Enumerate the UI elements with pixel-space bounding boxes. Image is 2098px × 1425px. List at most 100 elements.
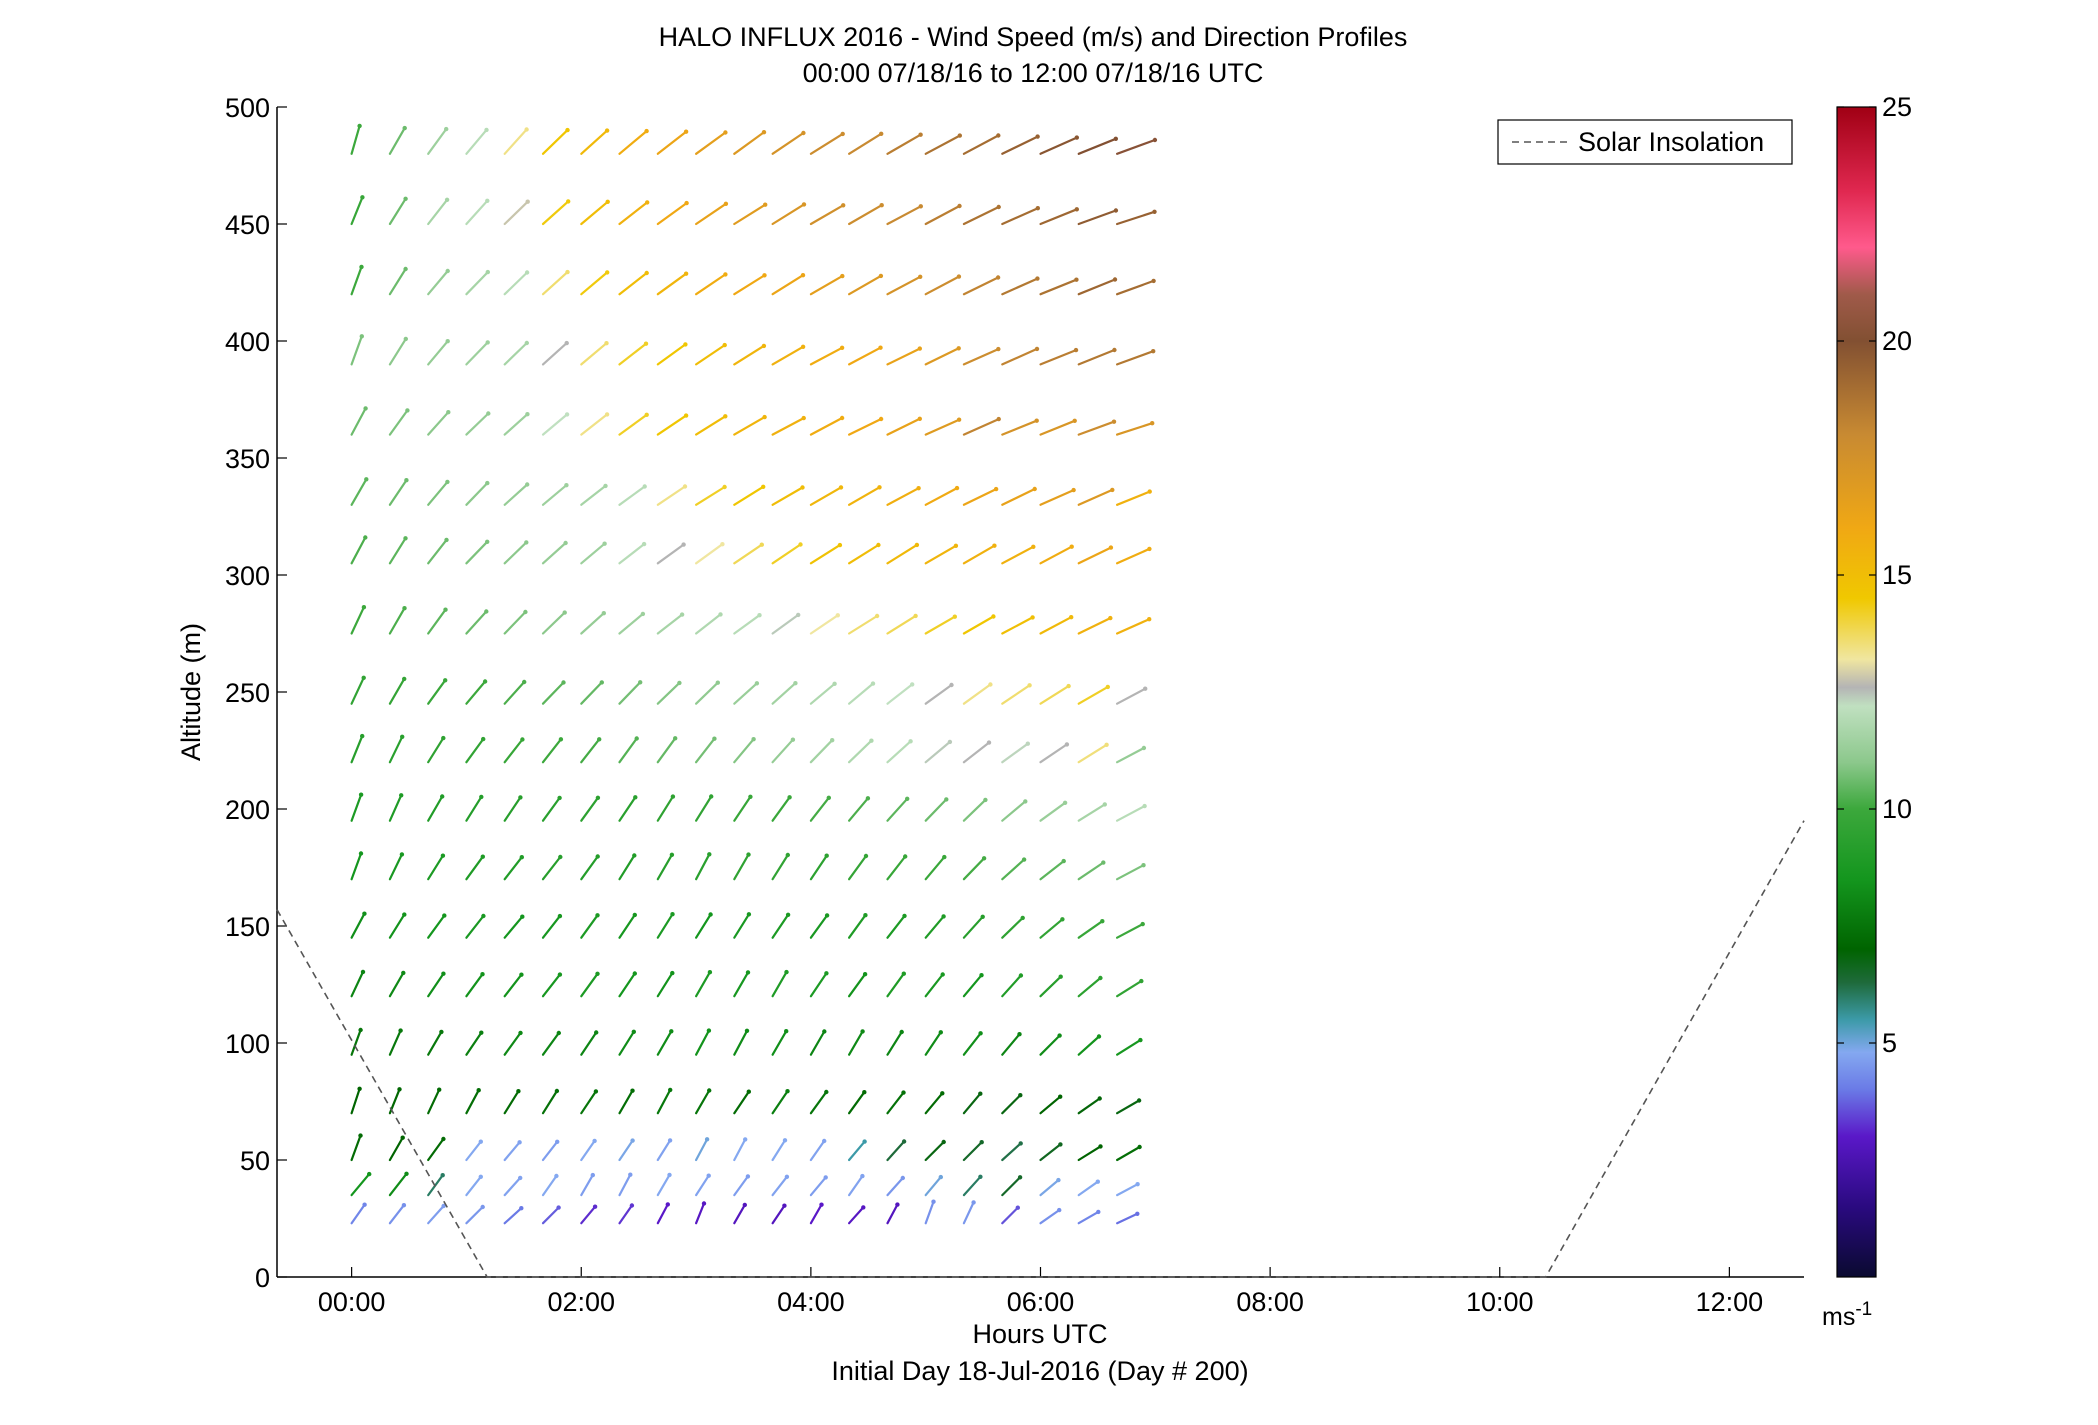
wind-vector bbox=[733, 1175, 750, 1197]
wind-vector bbox=[694, 1174, 710, 1197]
wind-vector bbox=[1039, 545, 1073, 565]
wind-vector bbox=[1115, 618, 1151, 635]
wind-vector-head bbox=[715, 680, 720, 685]
wind-vector bbox=[847, 417, 883, 436]
wind-vector-head bbox=[822, 1029, 827, 1034]
colorbar-tick-label: 5 bbox=[1882, 1028, 1897, 1058]
wind-vector bbox=[656, 795, 675, 822]
wind-vector-head bbox=[1135, 1182, 1140, 1187]
wind-vector bbox=[771, 131, 805, 155]
wind-vector-head bbox=[707, 1088, 712, 1093]
wind-vector-head bbox=[556, 1030, 561, 1036]
wind-vector bbox=[1115, 350, 1155, 366]
wind-vector bbox=[886, 972, 905, 998]
wind-vector-head bbox=[480, 972, 485, 977]
wind-vector bbox=[924, 615, 956, 635]
wind-vector-head bbox=[876, 542, 881, 548]
wind-vector bbox=[1039, 801, 1067, 822]
wind-vector-head bbox=[599, 680, 604, 685]
wind-vector bbox=[694, 853, 711, 881]
wind-vector-head bbox=[941, 914, 946, 919]
wind-vector bbox=[656, 343, 687, 366]
wind-vector-head bbox=[954, 485, 960, 491]
wind-vector-head bbox=[359, 334, 364, 339]
wind-vector-head bbox=[557, 913, 563, 919]
colorbar-unit: ms bbox=[1822, 1303, 1855, 1331]
wind-vector bbox=[427, 480, 449, 506]
wind-vector-head bbox=[1020, 915, 1025, 921]
wind-vector bbox=[1039, 489, 1075, 506]
wind-vector bbox=[618, 1030, 635, 1056]
wind-vector-head bbox=[723, 201, 729, 206]
wind-vector bbox=[886, 417, 921, 436]
wind-vector bbox=[656, 272, 688, 296]
wind-vector bbox=[465, 1031, 483, 1056]
wind-vector bbox=[503, 796, 522, 822]
wind-vector bbox=[1039, 859, 1065, 881]
wind-vector-head bbox=[971, 1200, 976, 1205]
wind-vector bbox=[924, 275, 961, 296]
wind-vector-head bbox=[1142, 803, 1147, 809]
legend-box bbox=[1497, 119, 1793, 165]
wind-vector bbox=[388, 1136, 404, 1162]
wind-vector bbox=[771, 682, 797, 705]
wind-vector bbox=[886, 275, 922, 296]
wind-vector bbox=[656, 913, 674, 939]
wind-vector-head bbox=[800, 273, 806, 278]
wind-vector-head bbox=[900, 1175, 905, 1181]
wind-vector bbox=[503, 128, 528, 155]
wind-vector-head bbox=[404, 478, 409, 483]
wind-vector bbox=[1115, 1183, 1139, 1197]
wind-vector-head bbox=[782, 1203, 787, 1208]
wind-vector bbox=[1001, 974, 1023, 998]
wind-vector bbox=[1001, 616, 1034, 635]
wind-vector bbox=[656, 971, 674, 998]
wind-vector-head bbox=[1140, 921, 1145, 927]
wind-vector-head bbox=[914, 542, 920, 548]
wind-vector-head bbox=[1060, 917, 1065, 922]
wind-vector bbox=[465, 1089, 480, 1115]
wind-vector bbox=[427, 1088, 441, 1115]
x-tick-label: 10:00 bbox=[1466, 1287, 1534, 1317]
wind-vector-head bbox=[524, 127, 529, 132]
wind-vector-head bbox=[628, 1172, 633, 1177]
chart-title: HALO INFLUX 2016 - Wind Speed (m/s) and … bbox=[659, 22, 1408, 52]
wind-vector-head bbox=[1034, 418, 1039, 423]
wind-vector bbox=[656, 1203, 669, 1225]
y-tick-label: 500 bbox=[225, 93, 270, 123]
wind-vector-head bbox=[1137, 1144, 1142, 1150]
wind-vector-head bbox=[592, 1204, 598, 1209]
wind-vector bbox=[541, 738, 563, 764]
x-tick-label: 08:00 bbox=[1236, 1287, 1304, 1317]
wind-vector bbox=[1001, 916, 1024, 939]
wind-vector bbox=[656, 1173, 671, 1197]
wind-vector bbox=[580, 612, 605, 635]
wind-vector bbox=[465, 412, 490, 436]
wind-vector-head bbox=[860, 1173, 865, 1179]
wind-vector bbox=[503, 341, 528, 366]
wind-vector bbox=[694, 131, 727, 155]
wind-vector-head bbox=[942, 854, 947, 860]
wind-vector bbox=[388, 537, 407, 565]
wind-vector bbox=[847, 614, 879, 635]
wind-vector-head bbox=[1058, 974, 1063, 979]
wind-vector-head bbox=[590, 1172, 595, 1178]
wind-vector-head bbox=[787, 795, 792, 800]
wind-vector-head bbox=[1152, 137, 1158, 143]
wind-vector-head bbox=[1105, 684, 1111, 690]
wind-vector-head bbox=[832, 681, 837, 686]
wind-vector bbox=[427, 411, 450, 436]
wind-vector bbox=[618, 130, 648, 155]
wind-vector-head bbox=[524, 270, 530, 275]
wind-vector-head bbox=[824, 1089, 829, 1095]
wind-vector-head bbox=[403, 336, 408, 342]
wind-vector bbox=[541, 342, 568, 366]
wind-vector-head bbox=[988, 682, 993, 687]
wind-vector bbox=[847, 739, 873, 764]
wind-vector-head bbox=[667, 1138, 673, 1143]
wind-vector-head bbox=[632, 912, 637, 918]
wind-vector-head bbox=[996, 133, 1001, 138]
wind-vector bbox=[465, 482, 489, 506]
wind-vector-head bbox=[1104, 742, 1109, 747]
wind-vector bbox=[580, 484, 607, 506]
